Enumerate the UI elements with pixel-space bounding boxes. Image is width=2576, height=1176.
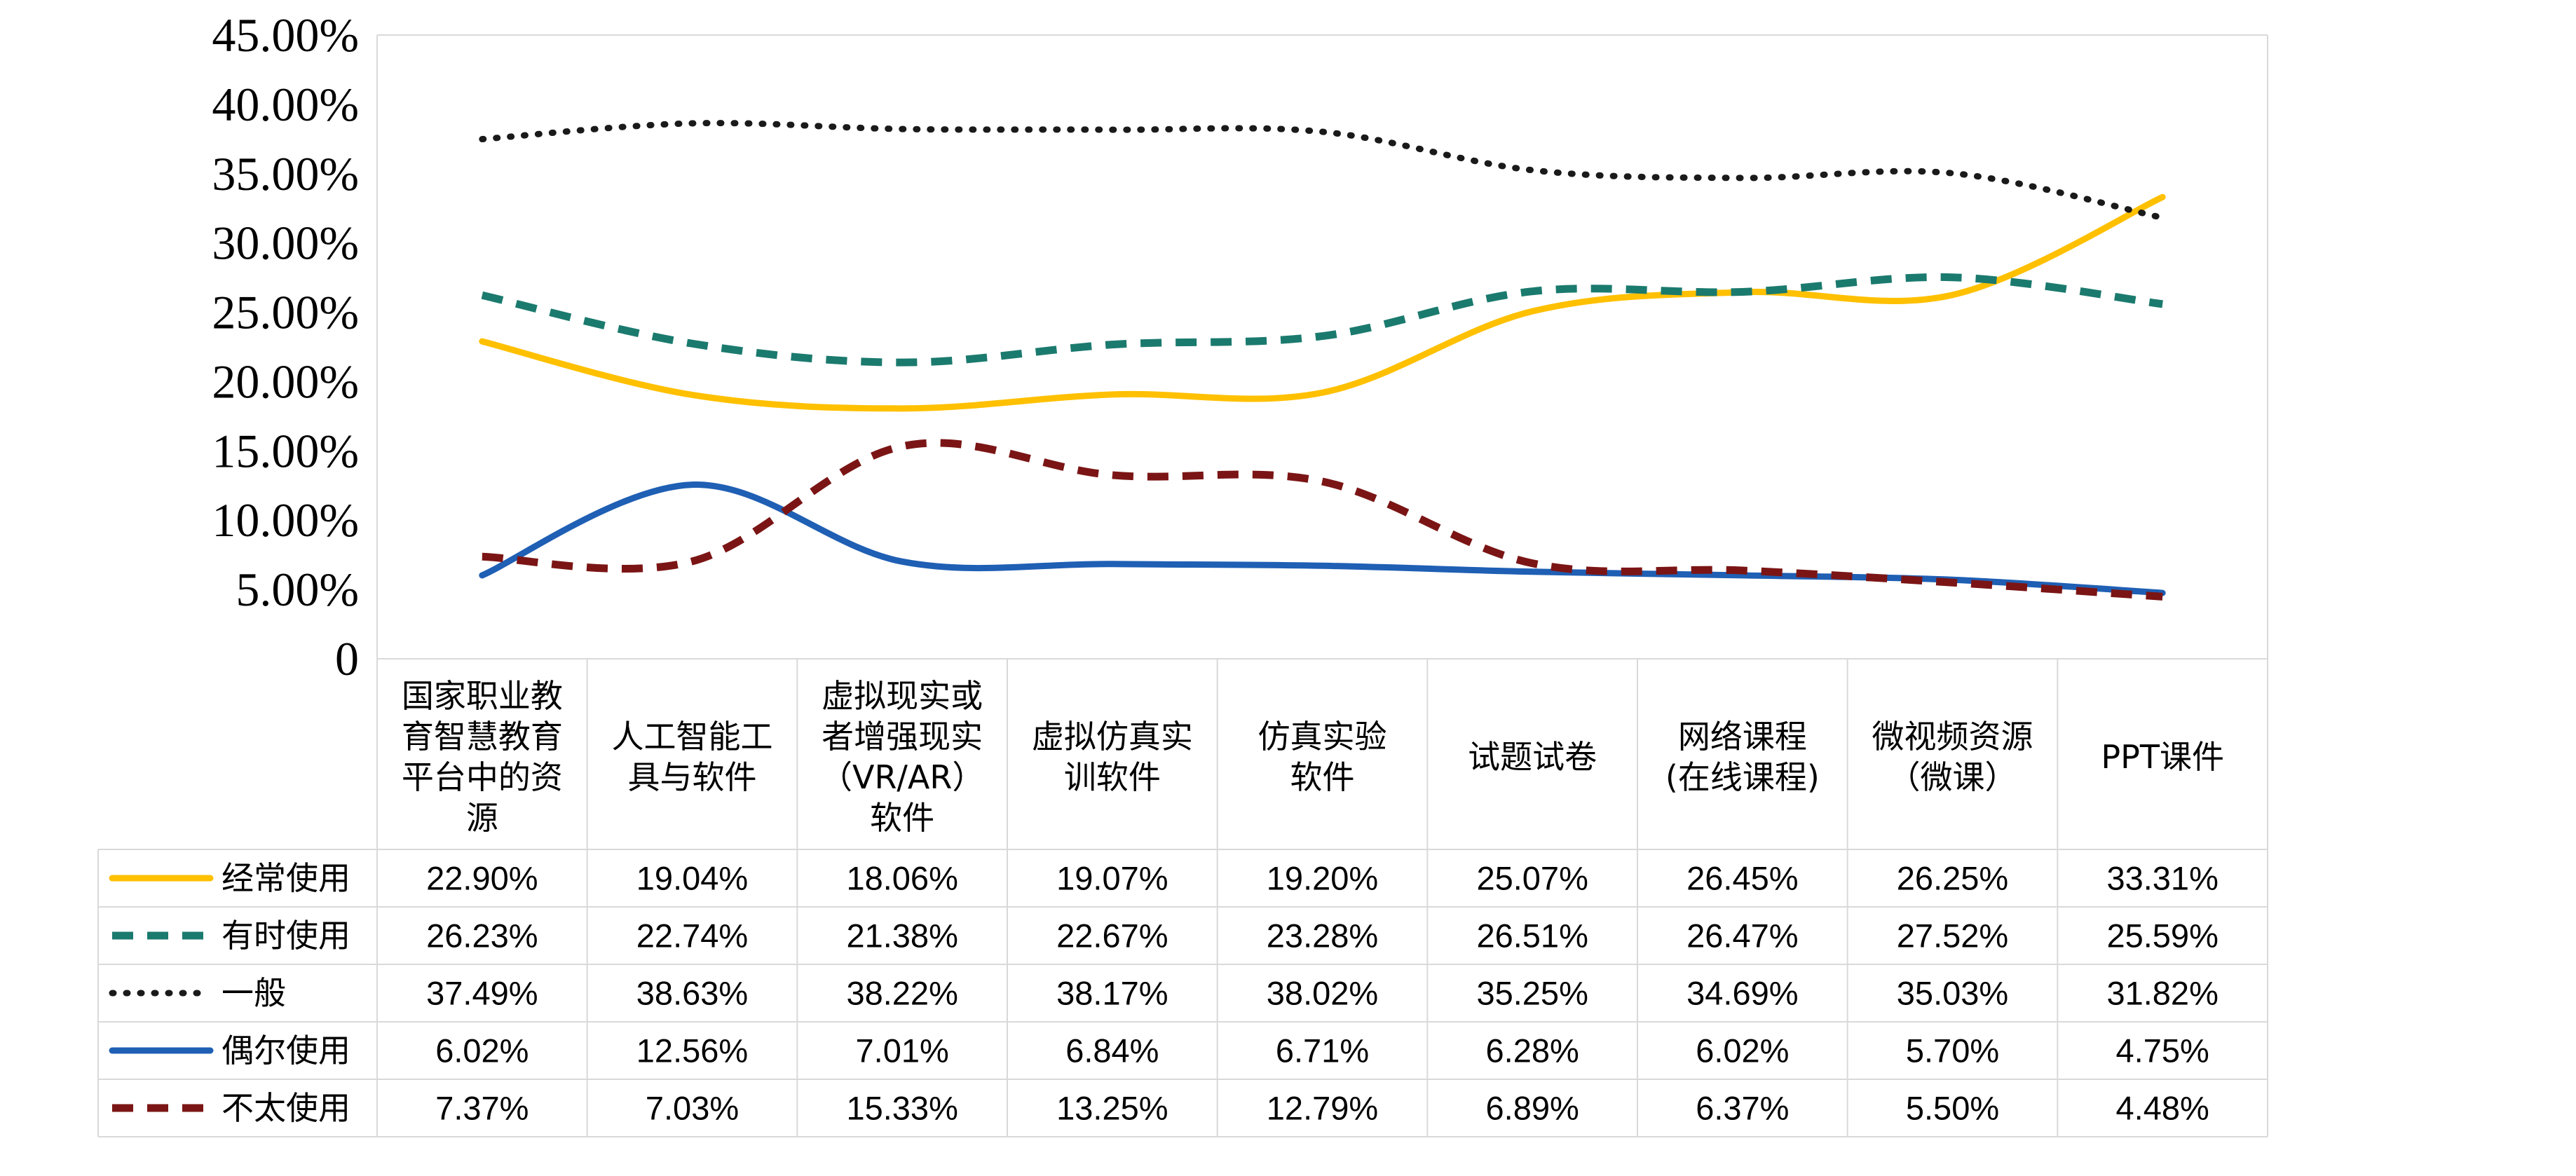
table-cell-value: 22.90% [426,860,538,897]
category-label: 具与软件 [628,758,757,796]
category-label: （VR/AR） [820,758,984,796]
table-cell-value: 38.22% [846,975,958,1012]
table-cell-value: 26.47% [1686,917,1798,955]
y-axis: 0 5.00% 10.00% 15.00% 20.00% 25.00% 30.00% 35.0… [212,8,359,685]
table-cell-value: 25.59% [2106,917,2218,955]
table-cell-value: 6.84% [1065,1032,1159,1069]
category-label: PPT课件 [2101,738,2224,776]
table-cell-value: 19.04% [636,860,748,897]
table-cell-value: 21.38% [846,917,958,955]
table-cell-value: 4.48% [2116,1090,2209,1127]
table-cell-value: 7.37% [435,1090,529,1127]
category-label: （微课） [1888,758,2017,796]
category-label: 训软件 [1064,758,1161,796]
table-cell-value: 26.45% [1686,860,1798,897]
category-label: 软件 [1290,758,1355,796]
table-cell-value: 6.02% [1696,1032,1789,1069]
y-tick-label: 35.00% [212,147,359,200]
y-tick-label: 30.00% [212,217,359,270]
table-cell-value: 22.67% [1056,917,1168,955]
table-cell-value: 4.75% [2116,1032,2209,1069]
table-cell-value: 19.20% [1267,860,1378,897]
category-label: 网络课程 [1678,718,1807,755]
category-label: 平台中的资 [402,758,563,796]
table-cell-value: 27.52% [1897,917,2008,955]
table-cell-value: 12.56% [636,1032,748,1069]
table-cell-value: 34.69% [1686,975,1798,1012]
category-label: (在线课程) [1665,758,1820,796]
table-cell-value: 6.71% [1276,1032,1369,1069]
series-line-2 [479,120,2166,221]
category-label: 人工智能工 [612,718,773,755]
category-label: 软件 [870,799,934,837]
category-label: 源 [466,799,498,837]
category-label: 虚拟现实或 [822,677,983,715]
table-cell-value: 38.02% [1267,975,1378,1012]
series-line-4 [482,439,2163,601]
category-label: 虚拟仿真实 [1032,718,1193,755]
y-tick-label: 45.00% [212,8,359,62]
table-cell-value: 26.23% [426,917,538,955]
table-cell-value: 35.25% [1476,975,1588,1012]
table-cell-value: 26.51% [1476,917,1588,955]
category-label: 仿真实验 [1258,718,1387,755]
table-cell-value: 19.07% [1056,860,1168,897]
y-tick-label: 20.00% [212,355,359,408]
table-cell-value: 6.37% [1696,1090,1789,1127]
y-tick-label: 0 [335,632,359,685]
series-name: 偶尔使用 [222,1032,350,1069]
table-cell-value: 7.03% [646,1090,739,1127]
y-tick-label: 40.00% [212,78,359,131]
category-label: 微视频资源 [1872,718,2033,755]
series-name: 不太使用 [222,1089,350,1127]
table-cell-value: 22.74% [636,917,748,955]
series-name: 有时使用 [222,917,350,955]
table-cell-value: 7.01% [856,1032,949,1069]
category-label: 国家职业教 [402,677,563,715]
series-name: 经常使用 [222,859,350,897]
table-cell-value: 5.70% [1906,1032,1999,1069]
table-cell-value: 31.82% [2106,975,2218,1012]
y-tick-label: 25.00% [212,286,359,339]
y-tick-label: 15.00% [212,424,359,477]
series-line-0 [479,193,2166,412]
table-cell-value: 6.02% [435,1032,529,1069]
category-label: 者增强现实 [822,718,983,755]
table-cell-value: 5.50% [1906,1090,1999,1127]
y-tick-label: 5.00% [236,563,359,616]
category-label: 试题试卷 [1468,738,1597,776]
y-tick-label: 10.00% [212,493,359,547]
table-cell-value: 33.31% [2106,860,2218,897]
table-cell-value: 25.07% [1476,860,1588,897]
series-line-1 [481,273,2163,367]
category-label: 育智慧教育 [402,718,563,755]
table-cell-value: 38.17% [1056,975,1168,1012]
table-cell-value: 38.63% [636,975,748,1012]
table-cell-value: 35.03% [1897,975,2008,1012]
data-table: 经常使用 22.90% 19.04% 18.06% 19.07% 19.20% 25.07%… [109,859,2219,1127]
table-cell-value: 15.33% [846,1090,958,1127]
series-name: 一般 [222,974,286,1012]
table-cell-value: 6.28% [1486,1032,1579,1069]
table-cell-value: 12.79% [1267,1090,1378,1127]
table-cell-value: 6.89% [1486,1090,1579,1127]
table-cell-value: 13.25% [1056,1090,1168,1127]
plot-area [479,120,2166,601]
table-cell-value: 18.06% [846,860,958,897]
data-table-grid [97,34,2268,1137]
table-cell-value: 23.28% [1267,917,1378,955]
table-cell-value: 26.25% [1897,860,2008,897]
table-cell-value: 37.49% [426,975,538,1012]
